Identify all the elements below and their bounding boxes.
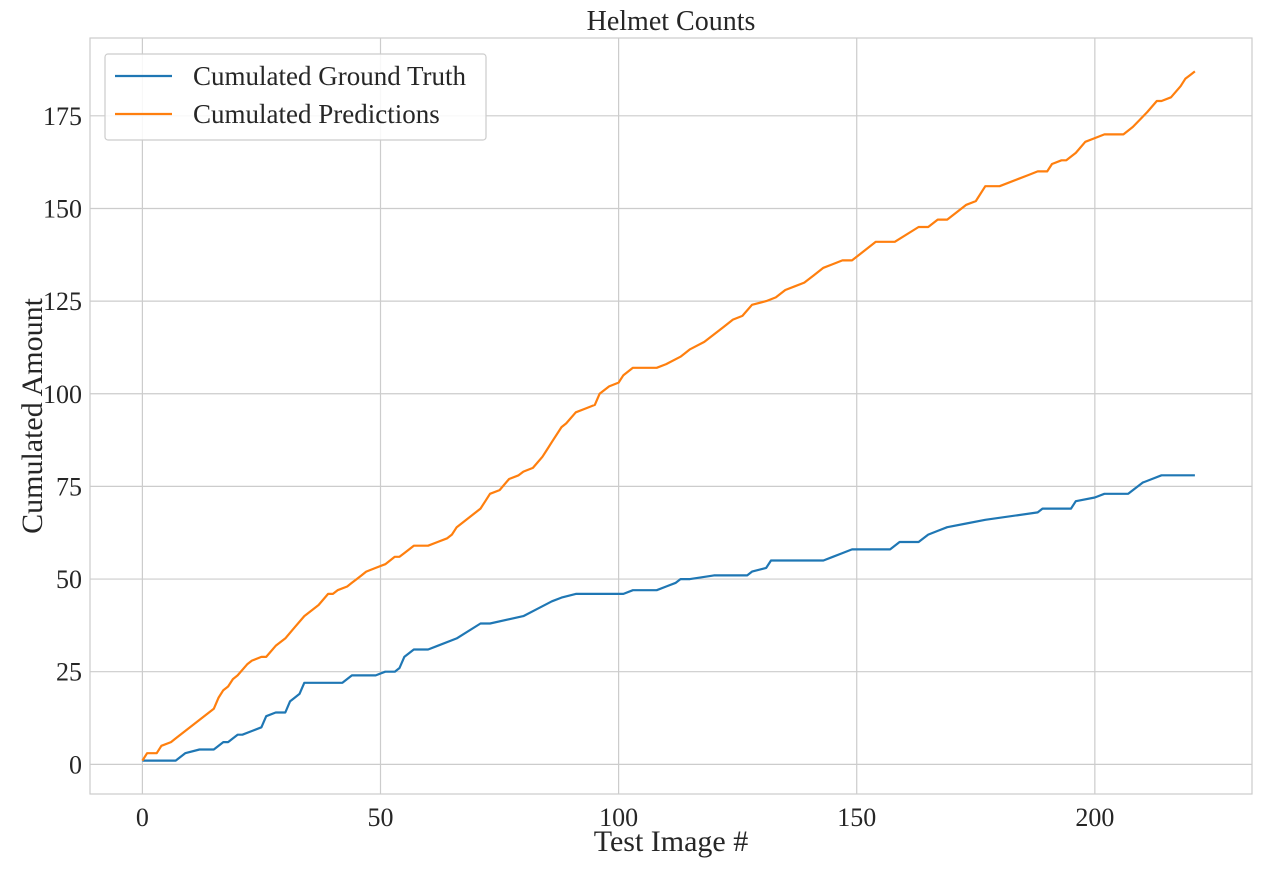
y-tick-label: 75 xyxy=(56,472,82,501)
series-lines xyxy=(141,70,1196,762)
gridlines xyxy=(90,38,1252,794)
y-tick-label: 50 xyxy=(56,565,82,594)
legend-label-ground-truth: Cumulated Ground Truth xyxy=(193,61,467,91)
legend-label-predictions: Cumulated Predictions xyxy=(193,99,440,129)
plot-frame xyxy=(89,37,1253,795)
legend: Cumulated Ground Truth Cumulated Predict… xyxy=(104,53,487,141)
y-tick-label: 25 xyxy=(56,658,82,687)
x-tick-label: 200 xyxy=(1075,803,1114,832)
x-tick-label: 100 xyxy=(599,803,638,832)
chart-title: Helmet Counts xyxy=(587,6,756,37)
y-tick-label: 100 xyxy=(43,380,82,409)
y-tick-label: 125 xyxy=(43,287,82,316)
series-line-ground-truth xyxy=(142,474,1195,762)
x-axis-title: Test Image # xyxy=(594,825,749,858)
y-tick-label: 150 xyxy=(43,194,82,223)
y-axis-title: Cumulated Amount xyxy=(16,297,49,533)
x-tick-label: 50 xyxy=(368,803,394,832)
tick-labels: 0 50 100 150 200 0 25 50 75 100 125 150 175 xyxy=(43,102,1114,832)
y-tick-label: 0 xyxy=(69,750,82,779)
x-tick-label: 0 xyxy=(136,803,149,832)
x-tick-label: 150 xyxy=(837,803,876,832)
legend-box xyxy=(104,53,487,141)
y-tick-label: 175 xyxy=(43,102,82,131)
series-line-predictions xyxy=(141,70,1196,762)
